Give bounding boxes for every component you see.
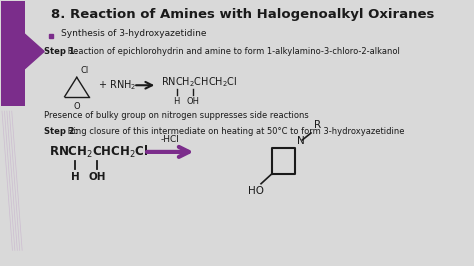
Text: N: N (297, 136, 305, 146)
Text: Step 1:: Step 1: (44, 47, 78, 56)
Text: -HCl: -HCl (161, 135, 180, 144)
Text: Step 2:: Step 2: (44, 127, 78, 136)
Text: OH: OH (89, 172, 106, 182)
Text: H: H (173, 97, 180, 106)
Text: H: H (71, 172, 80, 182)
Text: HO: HO (248, 186, 264, 196)
Text: $+\ $RNH$_2$: $+\ $RNH$_2$ (99, 78, 137, 92)
Text: Reaction of epichlorohydrin and amine to form 1-alkylamino-3-chloro-2-alkanol: Reaction of epichlorohydrin and amine to… (65, 47, 400, 56)
Text: Presence of bulky group on nitrogen suppresses side reactions: Presence of bulky group on nitrogen supp… (44, 111, 309, 120)
Polygon shape (25, 34, 44, 69)
Text: R: R (314, 120, 321, 130)
Text: Cl: Cl (80, 66, 89, 75)
Text: OH: OH (186, 97, 199, 106)
Text: Ring closure of this intermediate on heating at 50°C to form 3-hydroxyazetidine: Ring closure of this intermediate on hea… (65, 127, 404, 136)
Text: O: O (73, 102, 80, 111)
Text: RNCH$_2$CHCH$_2$Cl: RNCH$_2$CHCH$_2$Cl (48, 144, 148, 160)
Bar (0, 1, 25, 106)
Text: RNCH$_2$CHCH$_2$Cl: RNCH$_2$CHCH$_2$Cl (161, 75, 237, 89)
Text: Synthesis of 3-hydroxyazetidine: Synthesis of 3-hydroxyazetidine (61, 28, 206, 38)
Text: 8. Reaction of Amines with Halogenoalkyl Oxiranes: 8. Reaction of Amines with Halogenoalkyl… (51, 8, 434, 21)
